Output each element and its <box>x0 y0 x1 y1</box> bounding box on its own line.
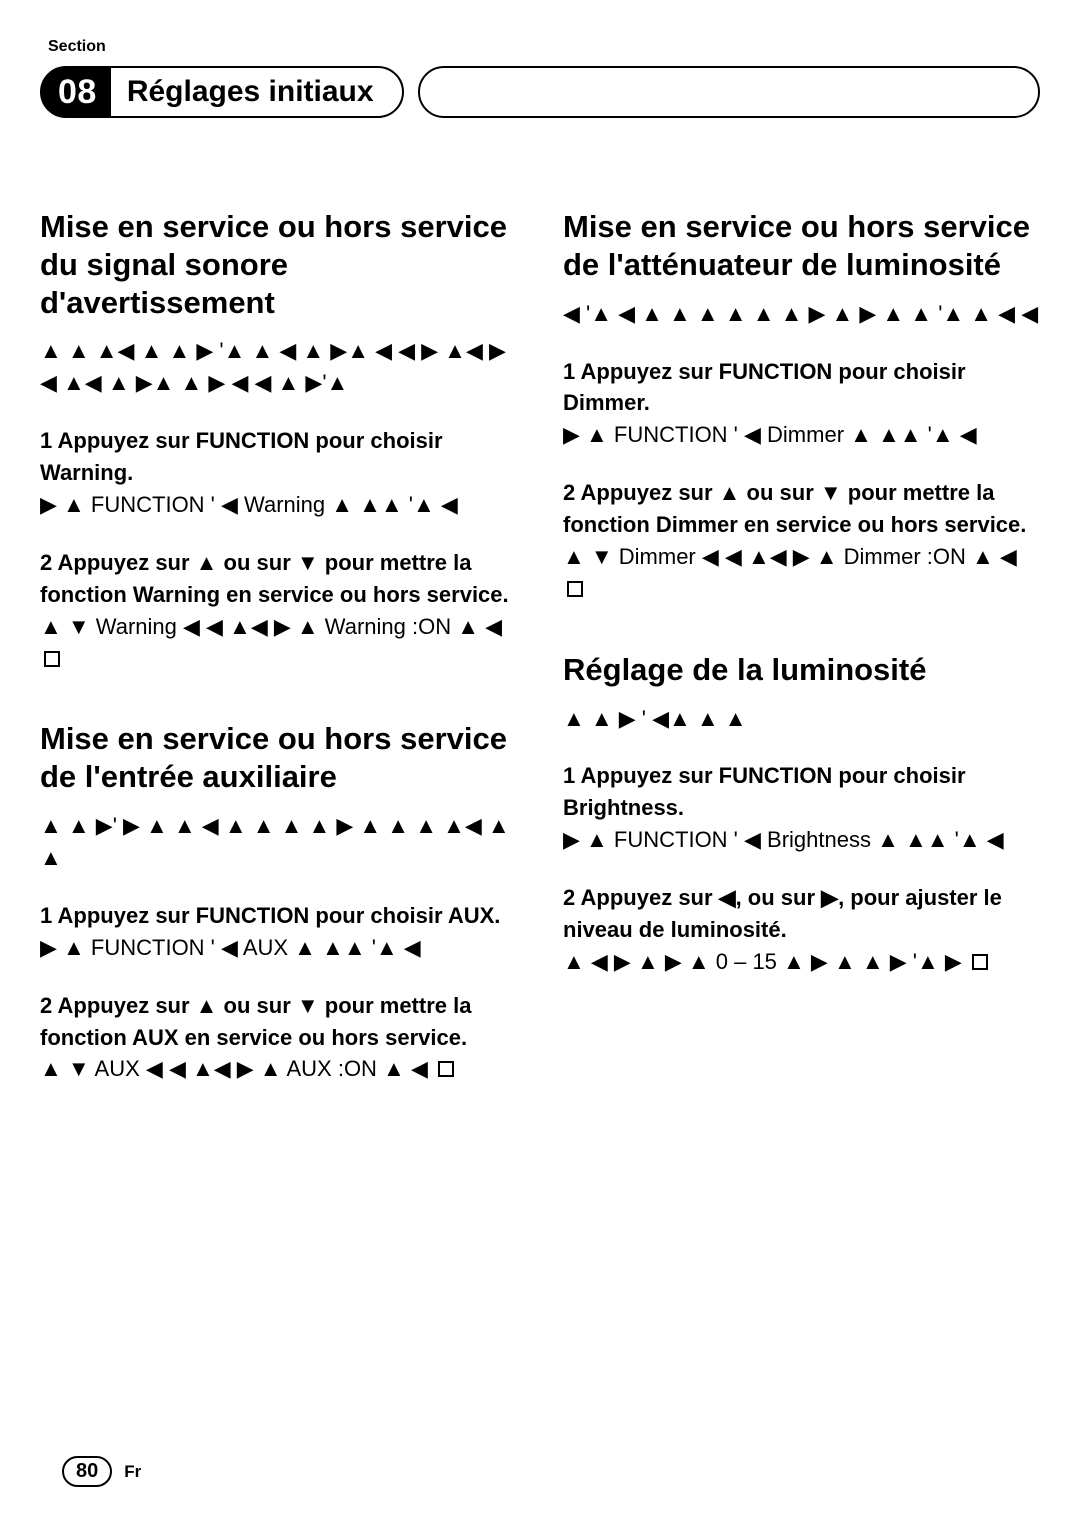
chapter-pill-empty <box>418 66 1040 118</box>
step: 2 Appuyez sur ▲ ou sur ▼ pour mettre la … <box>40 990 517 1086</box>
step-body-text: ▲ ▼ Dimmer ◀ ◀ ▲◀ ▶ ▲ Dimmer :ON ▲ ◀ <box>563 544 1017 569</box>
step: 1 Appuyez sur FUNCTION pour choisir AUX.… <box>40 900 517 964</box>
page-number: 80 <box>62 1456 112 1487</box>
step-body: ▶ ▲ FUNCTION ' ◀ Brightness ▲ ▲▲ '▲ ◀ <box>563 824 1040 856</box>
chapter-pill: 08 Réglages initiaux <box>40 66 404 118</box>
step-lead: 1 Appuyez sur FUNCTION pour choisir AUX. <box>40 900 517 932</box>
step-lead: 2 Appuyez sur ▲ ou sur ▼ pour mettre la … <box>40 547 517 611</box>
section-intro: ◀ '▲ ◀ ▲ ▲ ▲ ▲ ▲ ▲ ▶ ▲ ▶ ▲ ▲ '▲ ▲ ◀ ◀ <box>563 298 1040 330</box>
section-label: Section <box>48 38 1040 56</box>
step-lead: 1 Appuyez sur FUNCTION pour choisir Dimm… <box>563 356 1040 420</box>
section-heading: Mise en service ou hors service de l'att… <box>563 208 1040 284</box>
chapter-header: 08 Réglages initiaux <box>40 66 1040 118</box>
step-body: ▲ ▼ Warning ◀ ◀ ▲◀ ▶ ▲ Warning :ON ▲ ◀ <box>40 611 517 675</box>
step-body: ▲ ▼ Dimmer ◀ ◀ ▲◀ ▶ ▲ Dimmer :ON ▲ ◀ <box>563 541 1040 605</box>
section-intro: ▲ ▲ ▲◀ ▲ ▲ ▶ '▲ ▲ ◀ ▲ ▶▲ ◀ ◀ ▶ ▲◀ ▶ ◀ ▲◀… <box>40 335 517 399</box>
language-code: Fr <box>124 1462 141 1482</box>
section-intro: ▲ ▲ ▶' ▶ ▲ ▲ ◀ ▲ ▲ ▲ ▲ ▶ ▲ ▲ ▲ ▲◀ ▲ ▲ <box>40 810 517 874</box>
end-marker-icon <box>44 651 60 667</box>
step-lead: 1 Appuyez sur FUNCTION pour choisir Brig… <box>563 760 1040 824</box>
section-heading: Mise en service ou hors service du signa… <box>40 208 517 321</box>
step: 1 Appuyez sur FUNCTION pour choisir Brig… <box>563 760 1040 856</box>
content-columns: Mise en service ou hors service du signa… <box>40 208 1040 1111</box>
end-marker-icon <box>567 581 583 597</box>
step-body-text: ▲ ◀ ▶ ▲ ▶ ▲ 0 – 15 ▲ ▶ ▲ ▲ ▶ '▲ ▶ <box>563 949 962 974</box>
chapter-number: 08 <box>42 73 111 112</box>
section-intro: ▲ ▲ ▶ ' ◀▲ ▲ ▲ <box>563 703 1040 735</box>
step: 2 Appuyez sur ◀, ou sur ▶, pour ajuster … <box>563 882 1040 978</box>
step-body: ▲ ▼ AUX ◀ ◀ ▲◀ ▶ ▲ AUX :ON ▲ ◀ <box>40 1053 517 1085</box>
step-lead: 1 Appuyez sur FUNCTION pour choisir Warn… <box>40 425 517 489</box>
step-body-text: ▲ ▼ Warning ◀ ◀ ▲◀ ▶ ▲ Warning :ON ▲ ◀ <box>40 614 502 639</box>
step-body: ▲ ◀ ▶ ▲ ▶ ▲ 0 – 15 ▲ ▶ ▲ ▲ ▶ '▲ ▶ <box>563 946 1040 978</box>
step-lead: 2 Appuyez sur ▲ ou sur ▼ pour mettre la … <box>563 477 1040 541</box>
end-marker-icon <box>438 1061 454 1077</box>
step: 2 Appuyez sur ▲ ou sur ▼ pour mettre la … <box>40 547 517 675</box>
step-body-text: ▲ ▼ AUX ◀ ◀ ▲◀ ▶ ▲ AUX :ON ▲ ◀ <box>40 1056 428 1081</box>
step-lead: 2 Appuyez sur ◀, ou sur ▶, pour ajuster … <box>563 882 1040 946</box>
section-heading: Réglage de la luminosité <box>563 651 1040 689</box>
right-column: Mise en service ou hors service de l'att… <box>563 208 1040 1111</box>
step-body: ▶ ▲ FUNCTION ' ◀ Dimmer ▲ ▲▲ '▲ ◀ <box>563 419 1040 451</box>
left-column: Mise en service ou hors service du signa… <box>40 208 517 1111</box>
section-heading: Mise en service ou hors service de l'ent… <box>40 720 517 796</box>
step-body: ▶ ▲ FUNCTION ' ◀ AUX ▲ ▲▲ '▲ ◀ <box>40 932 517 964</box>
step: 1 Appuyez sur FUNCTION pour choisir Dimm… <box>563 356 1040 452</box>
step: 1 Appuyez sur FUNCTION pour choisir Warn… <box>40 425 517 521</box>
step-body: ▶ ▲ FUNCTION ' ◀ Warning ▲ ▲▲ '▲ ◀ <box>40 489 517 521</box>
step: 2 Appuyez sur ▲ ou sur ▼ pour mettre la … <box>563 477 1040 605</box>
chapter-title: Réglages initiaux <box>111 68 402 116</box>
end-marker-icon <box>972 954 988 970</box>
step-lead: 2 Appuyez sur ▲ ou sur ▼ pour mettre la … <box>40 990 517 1054</box>
page-footer: 80 Fr <box>62 1456 141 1487</box>
